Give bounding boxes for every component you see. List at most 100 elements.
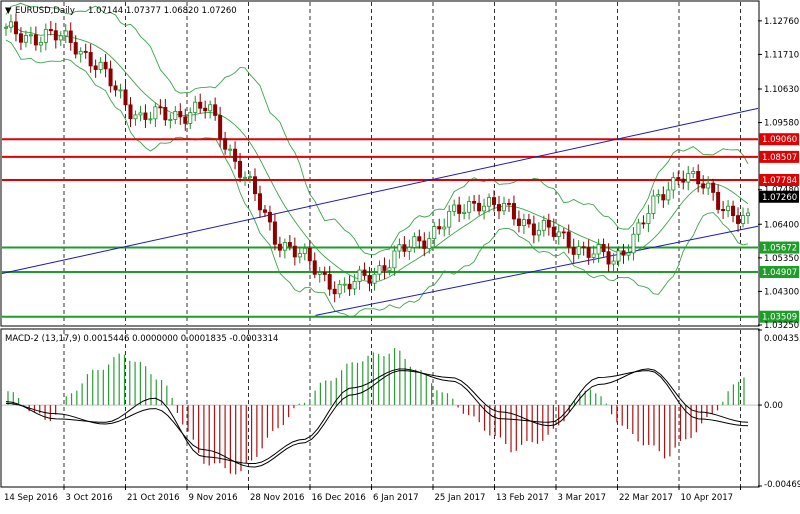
candle-body (511, 203, 516, 220)
candle-body (432, 226, 437, 240)
candle-body (566, 231, 571, 248)
time-tick-label: 28 Nov 2016 (250, 493, 304, 503)
candle-body (257, 193, 262, 211)
candle-body (18, 33, 23, 43)
candle-body (516, 218, 521, 226)
candle-body (601, 244, 606, 253)
candle-body (53, 30, 58, 41)
candle-body (83, 50, 88, 53)
candle-body (362, 269, 367, 276)
candle-body (656, 194, 661, 197)
candle-body (347, 283, 352, 290)
candle-body (636, 222, 641, 235)
candle-body (492, 197, 497, 205)
time-axis: 14 Sep 2016 3 Oct 2016 21 Oct 2016 9 Nov 20… (4, 486, 741, 503)
candle-body (193, 101, 198, 113)
candle-body (128, 104, 133, 120)
level-label: 1.09060 (762, 135, 797, 145)
candle-body (736, 215, 741, 224)
candle-body (357, 269, 362, 282)
candle-body (8, 21, 13, 28)
time-tick-label: 25 Jan 2017 (435, 493, 486, 503)
price-tick-label: 1.03250 (764, 321, 799, 331)
symbol-label: EURUSD,Daily (15, 6, 75, 16)
channel-line (315, 225, 759, 316)
level-tag (759, 266, 799, 279)
candle-body (741, 215, 746, 224)
candle-body (472, 201, 477, 204)
time-tick-label: 13 Feb 2017 (496, 493, 549, 503)
time-tick-label: 3 Oct 2016 (66, 493, 113, 503)
candle-body (233, 148, 238, 162)
candle-body (452, 204, 457, 212)
candle-body (462, 211, 467, 214)
candle-body (671, 177, 676, 191)
ohlc-label: 1.07144 1.07377 1.06820 1.07260 (88, 6, 237, 16)
candle-body (521, 219, 526, 226)
price-tick-label: 1.04300 (764, 287, 799, 297)
level-tag (759, 133, 799, 146)
candle-body (477, 202, 482, 212)
candle-body (372, 273, 377, 284)
candle-body (203, 107, 208, 112)
candle-body (277, 243, 282, 251)
candle-body (213, 104, 218, 116)
candle-body (243, 176, 248, 179)
candle-body (312, 260, 317, 275)
candle-body (133, 114, 138, 120)
candle-body (377, 265, 382, 275)
level-tag (759, 174, 799, 187)
candle-body (422, 240, 427, 249)
candle-body (322, 272, 327, 275)
candle-body (272, 221, 277, 245)
candle-body (238, 160, 243, 178)
candle-body (58, 35, 63, 41)
collapse-arrow-icon[interactable]: ▼ (5, 6, 12, 16)
candle-body (457, 204, 462, 214)
candle-body (188, 112, 193, 124)
candle-body (746, 212, 751, 217)
candle-body (467, 201, 472, 213)
time-tick-label: 21 Oct 2016 (127, 493, 180, 503)
price-axis: 1.12760 1.11710 1.10630 1.09580 1.07480 1.064… (758, 17, 799, 331)
time-tick-label: 9 Nov 2016 (189, 493, 238, 503)
candle-body (651, 195, 656, 214)
candle-body (506, 203, 511, 205)
price-tick-label: 1.11710 (764, 50, 799, 60)
bollinger-upper (5, 2, 749, 256)
price-panel (0, 0, 760, 327)
candle-body (531, 223, 536, 236)
candle-body (571, 246, 576, 255)
candle-body (48, 29, 53, 32)
candle-body (726, 205, 731, 212)
candle-body (546, 220, 551, 228)
price-tick-label: 1.12760 (764, 17, 799, 27)
macd-label: MACD-2 (13,17,9) 0.0015446 0.0000000 0.0… (5, 334, 278, 344)
candle-body (666, 189, 671, 201)
bollinger-lower (5, 39, 749, 318)
time-tick-label: 22 Mar 2017 (619, 493, 673, 503)
candle-body (98, 61, 103, 70)
candle-body (218, 115, 223, 140)
candle-body (33, 34, 38, 46)
channel-lines (1, 107, 759, 316)
candle-body (267, 211, 272, 223)
candle-body (526, 219, 531, 225)
price-tick-label: 1.05350 (764, 254, 799, 264)
candle-body (282, 242, 287, 251)
candle-body (686, 173, 691, 183)
level-label: 1.03509 (762, 313, 797, 323)
candle-body (23, 35, 28, 43)
candle-body (556, 231, 561, 237)
candle-body (626, 252, 631, 256)
candle-body (118, 89, 123, 92)
candle-body (541, 220, 546, 231)
candle-body (392, 250, 397, 269)
candle-body (168, 119, 173, 121)
time-tick-label: 3 Mar 2017 (558, 493, 606, 503)
candles (4, 13, 751, 303)
candle-body (138, 112, 143, 116)
candle-body (661, 194, 666, 201)
candle-body (13, 21, 18, 35)
